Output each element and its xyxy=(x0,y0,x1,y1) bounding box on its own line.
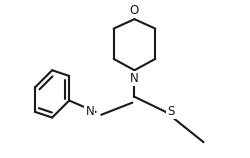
Text: O: O xyxy=(130,4,139,17)
Text: S: S xyxy=(167,105,174,118)
Text: N: N xyxy=(86,105,94,118)
Text: N: N xyxy=(130,72,139,85)
